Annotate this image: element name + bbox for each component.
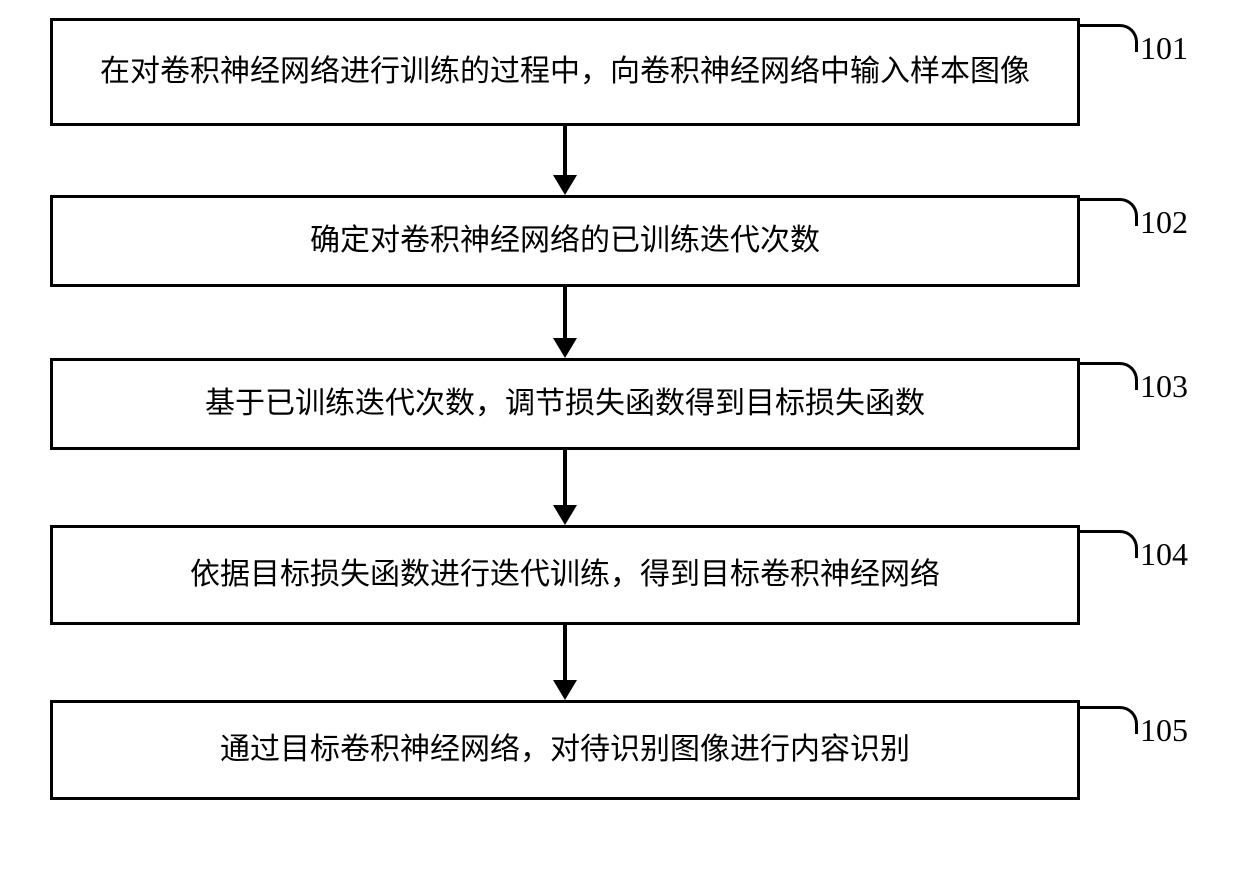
step-text: 依据目标损失函数进行迭代训练，得到目标卷积神经网络	[190, 553, 940, 597]
step-callout-103	[1080, 362, 1138, 390]
step-box-103: 基于已训练迭代次数，调节损失函数得到目标损失函数	[50, 358, 1080, 450]
step-text: 通过目标卷积神经网络，对待识别图像进行内容识别	[220, 728, 910, 772]
step-text: 在对卷积神经网络进行训练的过程中，向卷积神经网络中输入样本图像	[100, 50, 1030, 94]
step-text: 基于已训练迭代次数，调节损失函数得到目标损失函数	[205, 382, 925, 426]
step-box-102: 确定对卷积神经网络的已训练迭代次数	[50, 195, 1080, 287]
step-text: 确定对卷积神经网络的已训练迭代次数	[310, 219, 820, 263]
flowchart-canvas: 在对卷积神经网络进行训练的过程中，向卷积神经网络中输入样本图像 101 确定对卷…	[0, 0, 1240, 881]
step-box-101: 在对卷积神经网络进行训练的过程中，向卷积神经网络中输入样本图像	[50, 18, 1080, 126]
step-label-105: 105	[1140, 712, 1188, 749]
step-callout-101	[1080, 24, 1138, 52]
step-callout-104	[1080, 530, 1138, 558]
step-callout-102	[1080, 198, 1138, 226]
step-label-104: 104	[1140, 536, 1188, 573]
step-label-101: 101	[1140, 30, 1188, 67]
step-box-105: 通过目标卷积神经网络，对待识别图像进行内容识别	[50, 700, 1080, 800]
step-label-102: 102	[1140, 204, 1188, 241]
step-callout-105	[1080, 706, 1138, 734]
step-label-103: 103	[1140, 368, 1188, 405]
step-box-104: 依据目标损失函数进行迭代训练，得到目标卷积神经网络	[50, 525, 1080, 625]
